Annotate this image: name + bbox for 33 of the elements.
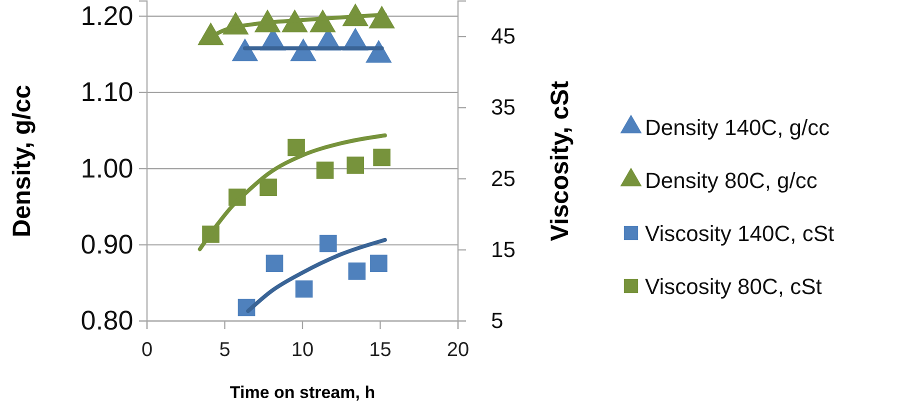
point	[260, 178, 277, 196]
point	[348, 262, 366, 280]
point	[316, 162, 334, 179]
point	[295, 280, 313, 298]
y2-tick-label: 35	[491, 94, 516, 120]
line-series	[198, 133, 387, 252]
point	[288, 138, 305, 156]
x-tick-label: 20	[446, 339, 470, 361]
y-tick-label: 1.20	[80, 0, 134, 31]
x-tick-label: 15	[369, 339, 392, 361]
legend-label: Viscosity 140C, cSt	[645, 221, 834, 246]
y2-tick-label: 25	[491, 166, 516, 191]
y-tick-label: 1.10	[80, 77, 134, 108]
legend-label: Density 140C, g/cc	[645, 115, 830, 140]
y2-tick-label: 5	[491, 308, 504, 334]
point	[346, 156, 364, 174]
y-tick-label: 0.90	[80, 229, 134, 260]
y-axis-title: Density, g/cc	[8, 84, 36, 238]
point	[370, 254, 388, 272]
x-tick-label: 10	[291, 339, 314, 361]
y-tick-label: 0.80	[80, 306, 134, 336]
x-tick-label: 0	[141, 339, 153, 361]
point	[320, 234, 337, 252]
point	[373, 148, 390, 166]
legend-label: Density 80C, g/cc	[645, 168, 818, 193]
legend-label: Viscosity 80C, cSt	[645, 274, 822, 299]
x-axis-title: Time on stream, h	[230, 383, 376, 402]
point	[266, 254, 284, 272]
x-tick-label: 5	[219, 339, 230, 361]
y2-axis-title: Viscosity, cSt	[546, 80, 574, 242]
y2-tick-label: 45	[491, 24, 516, 49]
y-tick-label: 1.00	[80, 153, 134, 184]
y2-tick-label: 15	[491, 236, 516, 262]
